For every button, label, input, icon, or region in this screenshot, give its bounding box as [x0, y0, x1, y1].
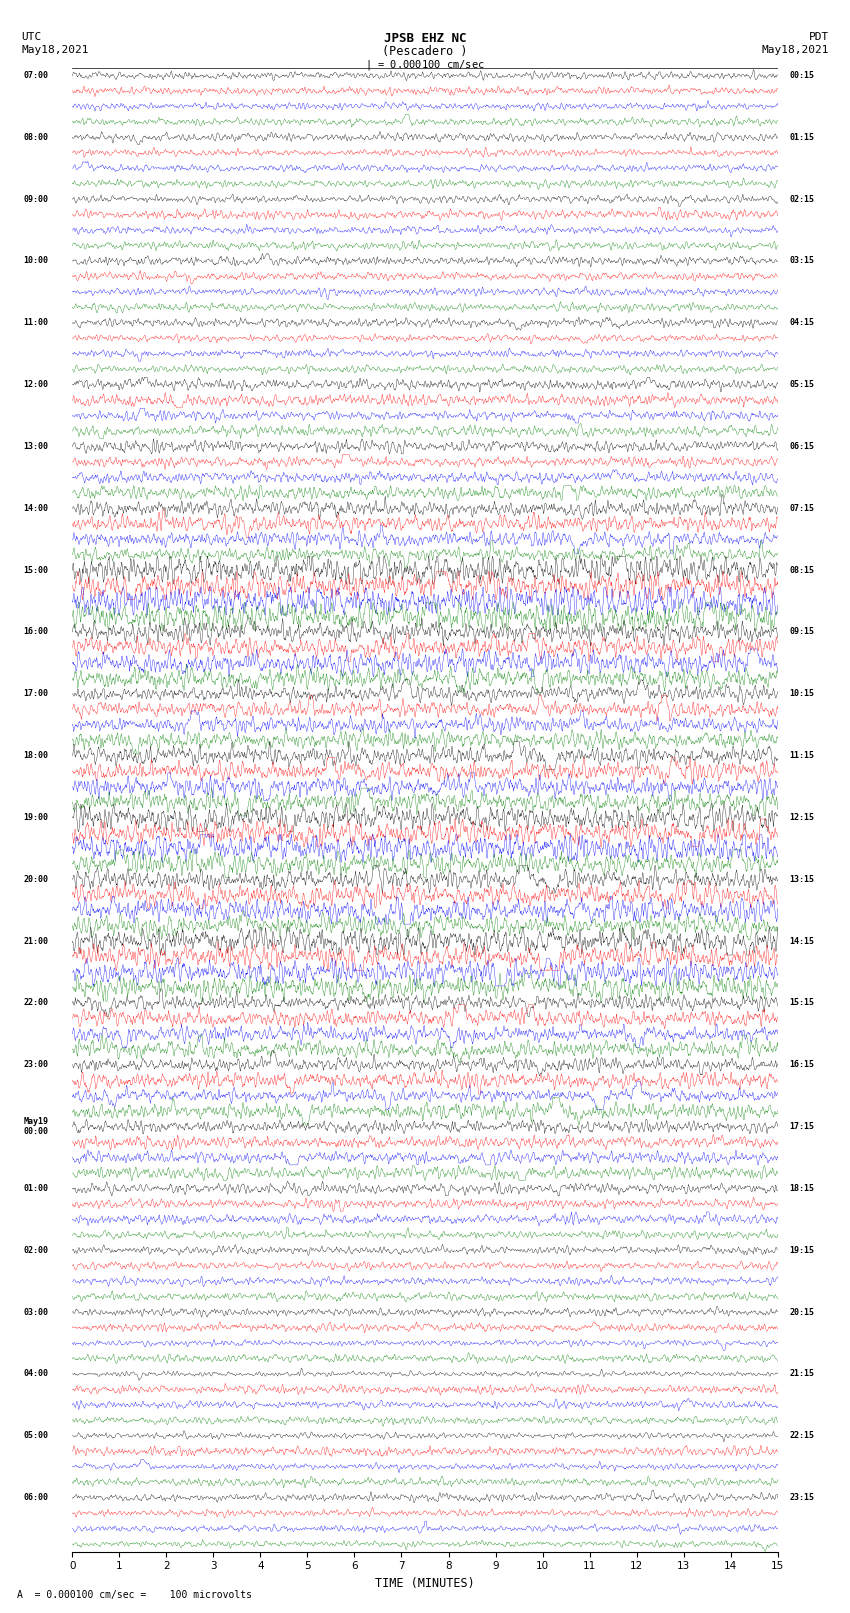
Text: 22:15: 22:15 [790, 1431, 814, 1440]
Text: 17:15: 17:15 [790, 1123, 814, 1131]
Text: 16:00: 16:00 [24, 627, 48, 637]
Text: $\mathtt{|}$ = 0.000100 cm/sec: $\mathtt{|}$ = 0.000100 cm/sec [366, 58, 484, 73]
Text: 10:00: 10:00 [24, 256, 48, 266]
Text: 01:00: 01:00 [24, 1184, 48, 1194]
Text: 14:00: 14:00 [24, 503, 48, 513]
Text: 09:00: 09:00 [24, 195, 48, 203]
Text: May19
00:00: May19 00:00 [24, 1116, 48, 1136]
Text: 18:00: 18:00 [24, 752, 48, 760]
Text: PDT: PDT [808, 32, 829, 42]
Text: UTC: UTC [21, 32, 42, 42]
Text: 19:15: 19:15 [790, 1245, 814, 1255]
Text: 12:15: 12:15 [790, 813, 814, 823]
Text: 12:00: 12:00 [24, 381, 48, 389]
Text: 04:15: 04:15 [790, 318, 814, 327]
Text: May18,2021: May18,2021 [21, 45, 88, 55]
Text: (Pescadero ): (Pescadero ) [382, 45, 468, 58]
Text: 21:15: 21:15 [790, 1369, 814, 1379]
Text: 21:00: 21:00 [24, 937, 48, 945]
Text: A  = 0.000100 cm/sec =    100 microvolts: A = 0.000100 cm/sec = 100 microvolts [17, 1590, 252, 1600]
X-axis label: TIME (MINUTES): TIME (MINUTES) [375, 1578, 475, 1590]
Text: 04:00: 04:00 [24, 1369, 48, 1379]
Text: 02:15: 02:15 [790, 195, 814, 203]
Text: 10:15: 10:15 [790, 689, 814, 698]
Text: 17:00: 17:00 [24, 689, 48, 698]
Text: 05:00: 05:00 [24, 1431, 48, 1440]
Text: 02:00: 02:00 [24, 1245, 48, 1255]
Text: 14:15: 14:15 [790, 937, 814, 945]
Text: 05:15: 05:15 [790, 381, 814, 389]
Text: May18,2021: May18,2021 [762, 45, 829, 55]
Text: 15:00: 15:00 [24, 566, 48, 574]
Text: 22:00: 22:00 [24, 998, 48, 1008]
Text: 08:15: 08:15 [790, 566, 814, 574]
Text: 11:15: 11:15 [790, 752, 814, 760]
Text: 23:15: 23:15 [790, 1494, 814, 1502]
Text: 11:00: 11:00 [24, 318, 48, 327]
Text: 16:15: 16:15 [790, 1060, 814, 1069]
Text: 20:00: 20:00 [24, 874, 48, 884]
Text: 07:00: 07:00 [24, 71, 48, 81]
Text: 18:15: 18:15 [790, 1184, 814, 1194]
Text: 03:00: 03:00 [24, 1308, 48, 1316]
Text: 06:00: 06:00 [24, 1494, 48, 1502]
Text: 23:00: 23:00 [24, 1060, 48, 1069]
Text: 00:15: 00:15 [790, 71, 814, 81]
Text: 19:00: 19:00 [24, 813, 48, 823]
Text: 15:15: 15:15 [790, 998, 814, 1008]
Text: 08:00: 08:00 [24, 132, 48, 142]
Text: JPSB EHZ NC: JPSB EHZ NC [383, 32, 467, 45]
Text: 03:15: 03:15 [790, 256, 814, 266]
Text: 13:15: 13:15 [790, 874, 814, 884]
Text: 06:15: 06:15 [790, 442, 814, 452]
Text: 07:15: 07:15 [790, 503, 814, 513]
Text: 13:00: 13:00 [24, 442, 48, 452]
Text: 01:15: 01:15 [790, 132, 814, 142]
Text: 09:15: 09:15 [790, 627, 814, 637]
Text: 20:15: 20:15 [790, 1308, 814, 1316]
